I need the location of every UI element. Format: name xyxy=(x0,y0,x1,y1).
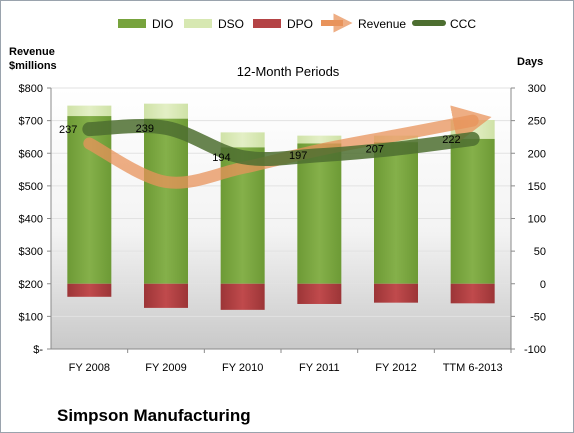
ccc-labels: 237 239 194 197 207 222 xyxy=(59,123,461,164)
ccc-line xyxy=(82,119,480,167)
bar-dio xyxy=(297,143,342,284)
legend-label-dpo: DPO xyxy=(287,17,313,31)
bar-dpo xyxy=(374,283,418,303)
bar-dso xyxy=(220,132,265,148)
right-tick-label: 200 xyxy=(528,148,546,160)
left-tick-label: $200 xyxy=(19,279,43,291)
legend-label-ccc: CCC xyxy=(450,17,476,31)
left-tick-label: $600 xyxy=(19,148,43,160)
category-label: FY 2012 xyxy=(375,362,416,374)
ccc-data-label: 197 xyxy=(289,150,307,162)
right-axis-title: Days xyxy=(517,56,543,68)
right-tick-label: 100 xyxy=(528,214,546,226)
category-labels: FY 2008 FY 2009 FY 2010 FY 2011 FY 2012 TTM 6… xyxy=(69,349,512,374)
left-tick-label: $- xyxy=(33,344,43,356)
bar-dso xyxy=(144,103,188,119)
ccc-data-label: 194 xyxy=(212,152,230,164)
bar-dpo xyxy=(67,283,112,297)
category-label: FY 2010 xyxy=(222,362,263,374)
left-tick-label: $400 xyxy=(19,214,43,226)
bar-dpo xyxy=(144,283,188,308)
left-tick-label: $700 xyxy=(19,116,43,128)
chart-title: 12-Month Periods xyxy=(237,64,340,79)
bar-dio xyxy=(374,142,418,284)
bar-dpo xyxy=(297,283,342,304)
legend-swatch-dpo xyxy=(253,19,281,28)
right-tick-label: 150 xyxy=(528,181,546,193)
left-tick-label: $100 xyxy=(19,311,43,323)
ccc-data-label: 222 xyxy=(442,134,460,146)
category-label: FY 2011 xyxy=(299,362,340,374)
ccc-data-label: 207 xyxy=(366,144,384,156)
bar-dso xyxy=(67,105,112,117)
category-label: FY 2008 xyxy=(69,362,110,374)
right-tick-label: -50 xyxy=(530,311,546,323)
legend: DIO DSO DPO Revenue CCC xyxy=(118,13,476,33)
legend-label-dso: DSO xyxy=(218,17,244,31)
bar-dpo xyxy=(220,283,265,310)
legend-label-revenue: Revenue xyxy=(358,17,406,31)
bar-dio xyxy=(144,118,188,284)
left-tick-label: $800 xyxy=(19,83,43,95)
right-tick-label: 250 xyxy=(528,116,546,128)
right-tick-label: 0 xyxy=(540,279,546,291)
ccc-data-label: 237 xyxy=(59,124,77,136)
ccc-data-label: 239 xyxy=(136,123,154,135)
company-name: Simpson Manufacturing xyxy=(57,406,251,425)
right-tick-label: 50 xyxy=(534,246,546,258)
legend-swatch-dio xyxy=(118,19,146,28)
bar-dpo xyxy=(450,283,495,304)
left-axis-title-line1: Revenue xyxy=(9,46,55,58)
left-tick-label: $500 xyxy=(19,181,43,193)
legend-label-dio: DIO xyxy=(152,17,173,31)
lines-layer xyxy=(82,105,492,189)
legend-swatch-dso xyxy=(184,19,212,28)
left-axis-title-line2: $millions xyxy=(9,60,57,72)
category-label: FY 2009 xyxy=(145,362,186,374)
right-tick-label: -100 xyxy=(524,344,546,356)
ticks-layer: $- $100 $200 $300 $400 $500 $600 $700 $800 -100 -5… xyxy=(19,83,546,356)
left-tick-label: $300 xyxy=(19,246,43,258)
category-label: TTM 6-2013 xyxy=(443,362,503,374)
bar-dso xyxy=(297,135,342,144)
bar-dio xyxy=(450,138,495,284)
right-tick-label: 300 xyxy=(528,83,546,95)
